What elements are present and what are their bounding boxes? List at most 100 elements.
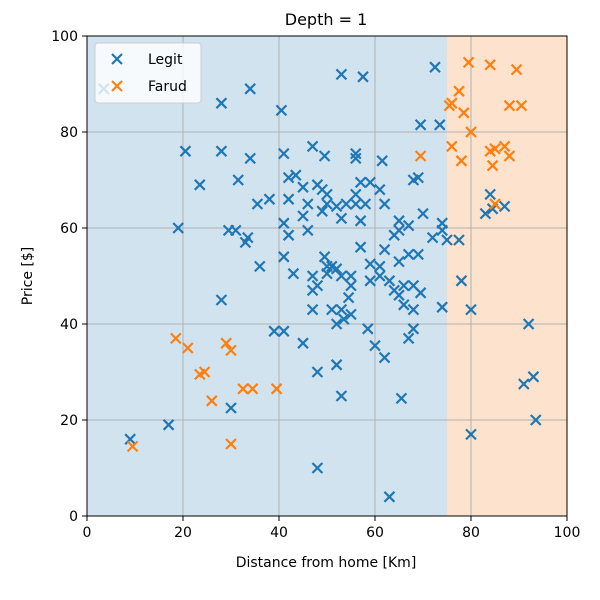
data-point [376, 155, 388, 167]
data-point [206, 395, 218, 407]
data-point [244, 152, 256, 165]
data-point [350, 152, 362, 165]
data-point [225, 438, 237, 450]
data-point [359, 198, 372, 210]
data-point [306, 140, 319, 153]
data-point [414, 119, 427, 131]
data-point [417, 207, 429, 220]
legend-marker-legit [111, 53, 123, 65]
data-point [162, 419, 175, 431]
x-tick-label: 60 [366, 525, 384, 541]
decision-regions [87, 36, 567, 516]
data-point [369, 339, 381, 352]
data-point [455, 275, 468, 287]
data-point [215, 145, 228, 157]
data-point [374, 260, 386, 273]
data-point [321, 188, 333, 201]
x-tick-label: 40 [270, 525, 288, 541]
data-point [489, 143, 501, 155]
data-point [429, 61, 441, 73]
data-point [225, 402, 237, 414]
data-point [479, 207, 492, 220]
data-point [282, 171, 295, 184]
y-tick-label: 80 [60, 125, 78, 141]
data-point [342, 291, 355, 304]
data-point [330, 200, 343, 213]
data-point [503, 99, 516, 112]
data-point [335, 303, 348, 316]
data-point [441, 234, 453, 246]
data-point [465, 428, 477, 441]
data-point [402, 332, 415, 345]
data-point [306, 270, 319, 282]
data-point [170, 332, 182, 345]
data-point [436, 301, 448, 313]
data-point [393, 224, 405, 237]
data-point [302, 198, 314, 210]
data-point [198, 366, 211, 378]
x-tick-label: 20 [174, 525, 192, 541]
data-point [503, 150, 516, 162]
legend-marker-farud [111, 80, 123, 92]
data-point [398, 299, 410, 311]
data-point [335, 212, 348, 225]
data-point [453, 85, 465, 97]
data-point [251, 198, 264, 210]
data-point [340, 198, 352, 210]
data-point [290, 169, 302, 181]
data-point [446, 140, 458, 153]
data-point [484, 188, 496, 201]
data-point [297, 181, 309, 193]
data-points [98, 56, 542, 503]
x-tick-label: 100 [554, 525, 581, 541]
data-point [239, 236, 252, 249]
y-tick-label: 40 [60, 317, 78, 333]
data-point [414, 150, 427, 162]
data-point [297, 337, 309, 349]
data-point [393, 255, 405, 268]
data-point [316, 205, 328, 217]
data-point [364, 258, 376, 270]
x-tick-label: 80 [462, 525, 480, 541]
data-point [263, 193, 276, 205]
data-point [383, 275, 396, 287]
data-point [458, 107, 470, 119]
y-axis-ticks: 0 20 40 60 80 100 [51, 29, 87, 525]
data-point [275, 104, 288, 117]
data-point [378, 243, 391, 256]
series-farud [126, 56, 528, 453]
data-point [318, 150, 331, 162]
data-point [124, 433, 136, 445]
data-point [407, 323, 420, 335]
data-point [278, 251, 290, 263]
data-point [297, 210, 309, 222]
data-point [126, 440, 139, 453]
data-point [395, 392, 408, 405]
data-point [278, 217, 290, 229]
data-point [254, 260, 266, 273]
data-point [345, 270, 357, 282]
legend-box [94, 42, 202, 104]
data-point [270, 383, 283, 395]
data-point [287, 267, 300, 280]
data-point [194, 179, 206, 191]
legend-label-farud: Farud [148, 79, 187, 95]
data-point [326, 303, 338, 316]
y-tick-label: 60 [60, 221, 78, 237]
data-point [443, 99, 456, 112]
data-point [465, 303, 477, 316]
data-point [510, 63, 523, 76]
data-point [172, 222, 184, 234]
data-point [318, 251, 331, 263]
data-point [378, 198, 391, 210]
y-tick-label: 20 [60, 413, 78, 429]
data-point [311, 366, 324, 378]
series-legit [98, 61, 542, 503]
data-point [335, 270, 348, 282]
data-point [402, 219, 415, 232]
data-point [335, 390, 348, 402]
y-tick-label: 0 [69, 509, 78, 525]
data-point [527, 371, 540, 383]
legend-label-legit: Legit [148, 52, 183, 68]
